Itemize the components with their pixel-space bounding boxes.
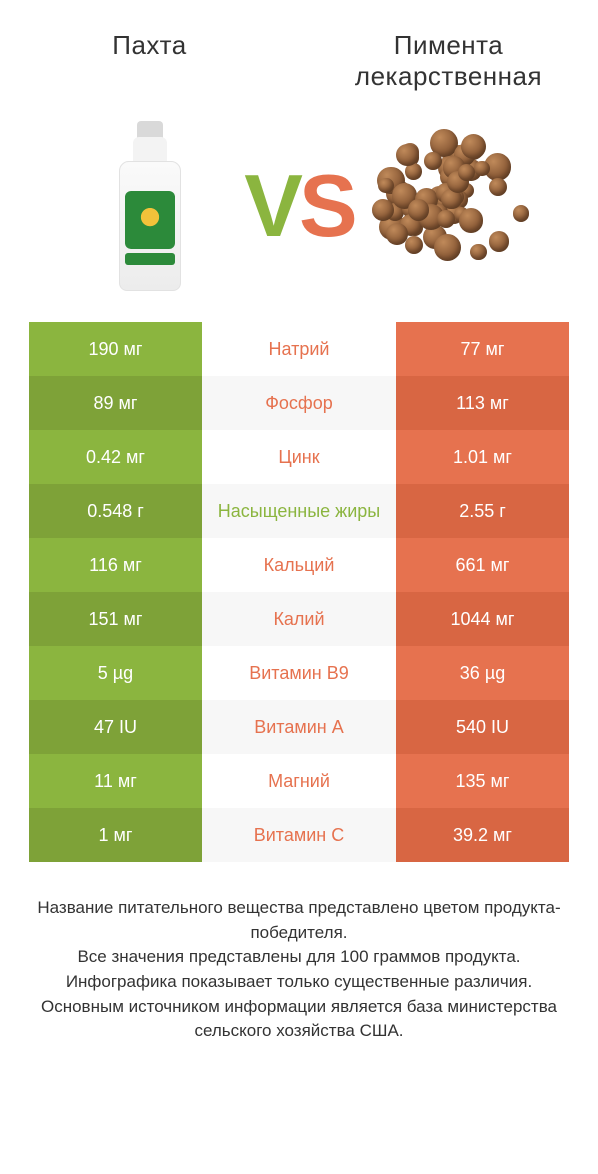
allspice-cluster-icon [358, 121, 538, 291]
table-row: 0.42 мгЦинк1.01 мг [29, 430, 569, 484]
nutrient-label-cell: Витамин C [202, 808, 396, 862]
right-product-title: Пимента лекарственная [299, 30, 598, 92]
nutrient-label-cell: Витамин A [202, 700, 396, 754]
nutrient-label-cell: Кальций [202, 538, 396, 592]
right-value-cell: 540 IU [396, 700, 569, 754]
images-row: VS [0, 92, 598, 316]
titles-row: Пахта Пимента лекарственная [0, 0, 598, 92]
nutrient-label-cell: Калий [202, 592, 396, 646]
right-value-cell: 135 мг [396, 754, 569, 808]
table-row: 116 мгКальций661 мг [29, 538, 569, 592]
left-value-cell: 47 IU [29, 700, 202, 754]
table-row: 11 мгМагний135 мг [29, 754, 569, 808]
left-value-cell: 0.42 мг [29, 430, 202, 484]
left-value-cell: 116 мг [29, 538, 202, 592]
footer-line: Все значения представлены для 100 граммо… [29, 945, 569, 970]
left-value-cell: 89 мг [29, 376, 202, 430]
footer-line: Основным источником информации является … [29, 995, 569, 1044]
nutrient-label-cell: Натрий [202, 322, 396, 376]
nutrient-label-cell: Магний [202, 754, 396, 808]
right-value-cell: 113 мг [396, 376, 569, 430]
table-row: 151 мгКалий1044 мг [29, 592, 569, 646]
right-value-cell: 2.55 г [396, 484, 569, 538]
right-value-cell: 36 µg [396, 646, 569, 700]
nutrient-label-cell: Цинк [202, 430, 396, 484]
nutrient-label-cell: Насыщенные жиры [202, 484, 396, 538]
right-value-cell: 661 мг [396, 538, 569, 592]
vs-label: VS [244, 162, 353, 250]
left-value-cell: 11 мг [29, 754, 202, 808]
table-row: 5 µgВитамин B936 µg [29, 646, 569, 700]
right-product-image [358, 106, 538, 306]
right-value-cell: 39.2 мг [396, 808, 569, 862]
nutrient-label-cell: Витамин B9 [202, 646, 396, 700]
footer-notes: Название питательного вещества представл… [29, 896, 569, 1044]
left-product-title: Пахта [0, 30, 299, 92]
left-value-cell: 190 мг [29, 322, 202, 376]
left-value-cell: 5 µg [29, 646, 202, 700]
left-value-cell: 1 мг [29, 808, 202, 862]
table-row: 89 мгФосфор113 мг [29, 376, 569, 430]
table-row: 190 мгНатрий77 мг [29, 322, 569, 376]
table-row: 47 IUВитамин A540 IU [29, 700, 569, 754]
table-row: 0.548 гНасыщенные жиры2.55 г [29, 484, 569, 538]
vs-letter-s: S [299, 156, 354, 255]
right-value-cell: 1044 мг [396, 592, 569, 646]
left-value-cell: 0.548 г [29, 484, 202, 538]
vs-letter-v: V [244, 156, 299, 255]
right-value-cell: 1.01 мг [396, 430, 569, 484]
comparison-table: 190 мгНатрий77 мг89 мгФосфор113 мг0.42 м… [29, 322, 569, 862]
table-row: 1 мгВитамин C39.2 мг [29, 808, 569, 862]
nutrient-label-cell: Фосфор [202, 376, 396, 430]
left-product-image [60, 106, 240, 306]
right-value-cell: 77 мг [396, 322, 569, 376]
buttermilk-bottle-icon [119, 121, 181, 291]
footer-line: Инфографика показывает только существенн… [29, 970, 569, 995]
footer-line: Название питательного вещества представл… [29, 896, 569, 945]
left-value-cell: 151 мг [29, 592, 202, 646]
